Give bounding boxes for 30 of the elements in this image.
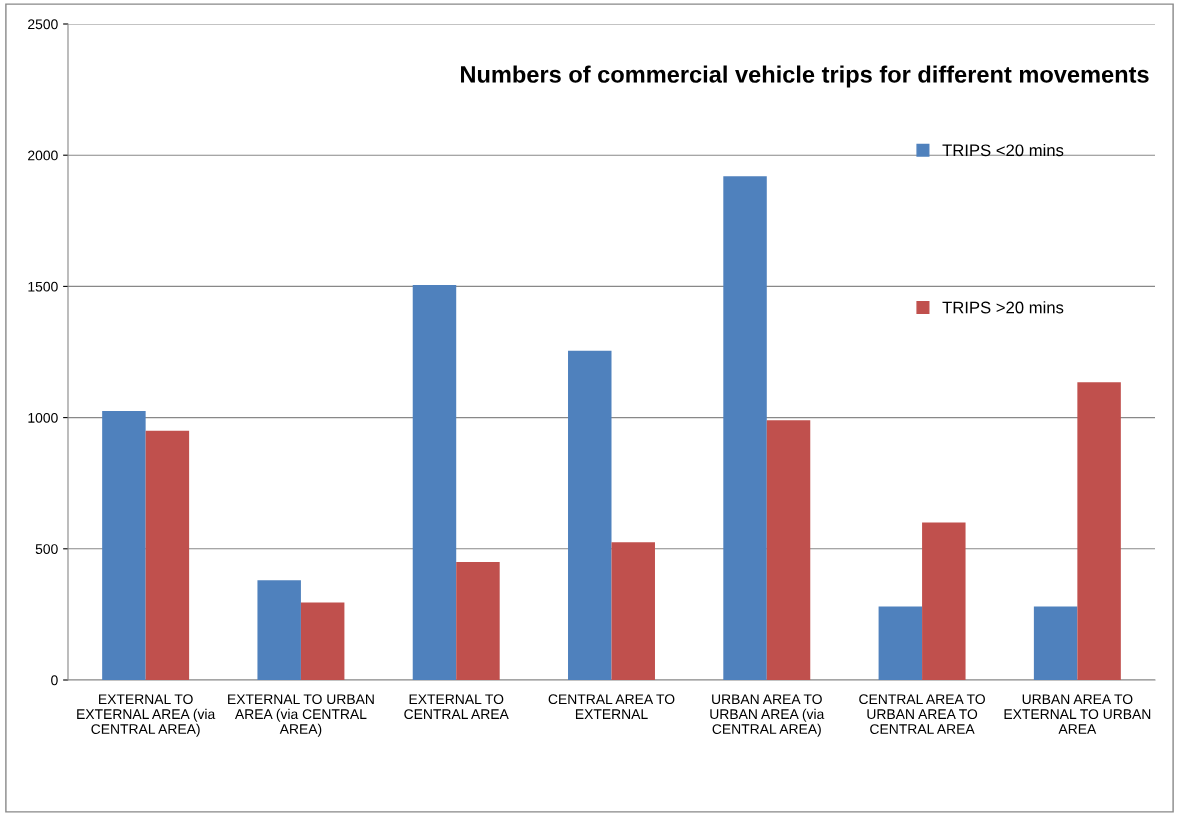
- x-tick-label: CENTRAL AREA TO URBAN AREA TO CENTRAL AREA: [859, 694, 985, 735]
- x-tick-label: URBAN AREA TO URBAN AREA (via CENTRAL AREA): [710, 694, 825, 737]
- x-tick-label: EXTERNAL TO URBAN AREA (via CENTRAL AREA): [228, 694, 374, 737]
- y-tick-label: 500: [35, 544, 58, 554]
- x-tick-label: EXTERNAL TO CENTRAL AREA: [404, 694, 509, 720]
- bar: [300, 602, 345, 680]
- y-tick-label: 1500: [28, 281, 58, 292]
- bar: [766, 420, 811, 680]
- y-tick-label: 1000: [28, 412, 58, 423]
- x-tick-label: EXTERNAL TO EXTERNAL AREA (via CENTRAL AREA): [77, 694, 216, 737]
- bar: [456, 561, 500, 680]
- bar: [723, 176, 767, 680]
- legend-label: TRIPS <20 mins: [942, 143, 1064, 157]
- bar: [412, 285, 457, 680]
- y-tick-label: 0: [51, 675, 58, 686]
- bar: [1033, 606, 1078, 680]
- bar: [878, 606, 923, 680]
- bar: [611, 542, 655, 680]
- bar: [102, 411, 146, 680]
- bar: [145, 430, 190, 680]
- x-tick-label: CENTRAL AREA TO EXTERNAL: [548, 694, 675, 719]
- text: Numbers of commercial vehicle trips for different movements: [461, 65, 1149, 88]
- y-tick-label: 2500: [28, 19, 58, 30]
- bar: [257, 580, 301, 680]
- bar: [922, 522, 966, 680]
- y-tick-label: 2000: [28, 150, 58, 161]
- bar: [1077, 382, 1121, 680]
- bar: [568, 350, 612, 680]
- x-tick-label: URBAN AREA TO EXTERNAL TO URBAN AREA: [1004, 694, 1151, 734]
- legend-label: TRIPS >20 mins: [942, 301, 1064, 314]
